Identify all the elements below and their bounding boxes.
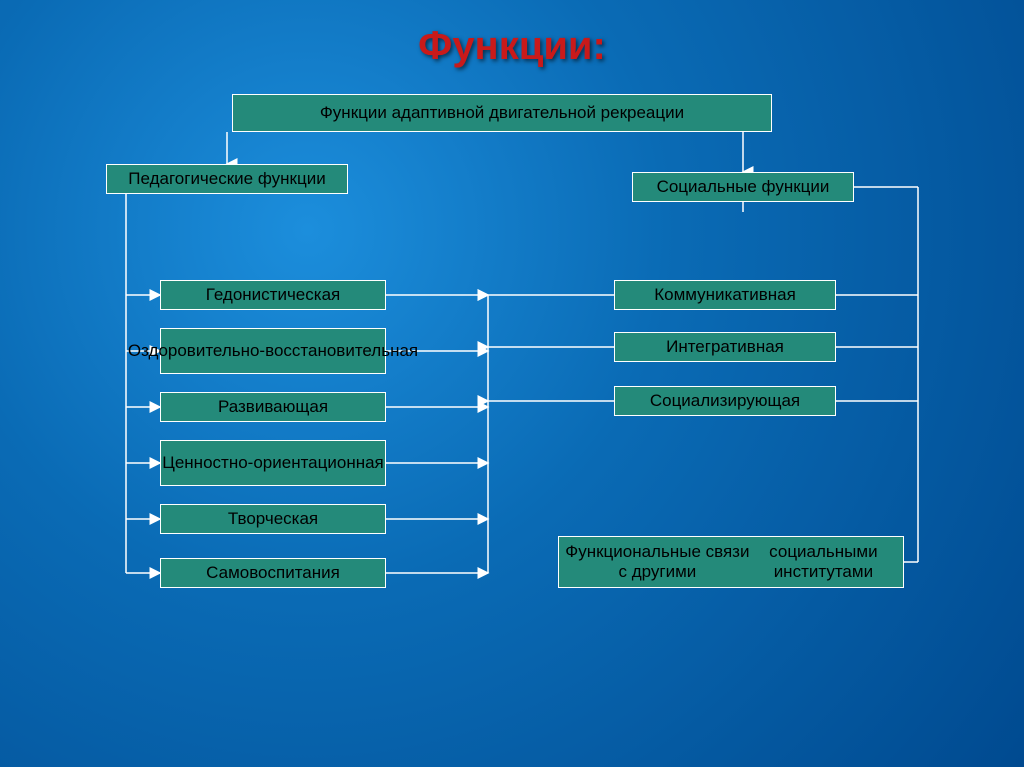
- node-p2: Оздоровительно-восстановительная: [160, 328, 386, 374]
- node-soc: Социальные функции: [632, 172, 854, 202]
- node-s3: Социализирующая: [614, 386, 836, 416]
- node-p1: Гедонистическая: [160, 280, 386, 310]
- node-p5: Творческая: [160, 504, 386, 534]
- node-p3: Развивающая: [160, 392, 386, 422]
- page-title: Функции:: [0, 24, 1024, 69]
- node-s2: Интегративная: [614, 332, 836, 362]
- node-ped: Педагогические функции: [106, 164, 348, 194]
- node-p6: Самовоспитания: [160, 558, 386, 588]
- node-s1: Коммуникативная: [614, 280, 836, 310]
- node-func: Функциональные связи с другимисоциальным…: [558, 536, 904, 588]
- node-p4: Ценностно-ориентационная: [160, 440, 386, 486]
- node-root: Функции адаптивной двигательной рекреаци…: [232, 94, 772, 132]
